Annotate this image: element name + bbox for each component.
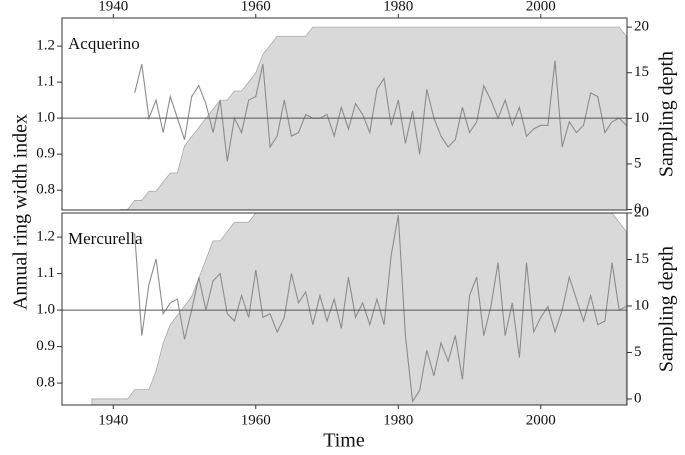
y-axis-label: Annual ring width index	[10, 114, 32, 310]
y-tick-label: 0.8	[36, 375, 55, 391]
x-tick-label: 1980	[383, 0, 413, 14]
y-tick-label: 1.1	[36, 265, 55, 281]
y-tick-label: 1.2	[36, 229, 55, 245]
y2-tick-label: 15	[634, 64, 649, 80]
x-tick-label: 1940	[98, 412, 128, 428]
plot-frame	[61, 17, 628, 211]
y2-tick-label: 10	[634, 297, 649, 313]
y2-tick-label: 5	[634, 155, 642, 171]
ring-width-line	[134, 215, 627, 403]
y2-axis-label: Sampling depth	[656, 51, 678, 177]
x-tick-label: 2000	[526, 0, 556, 14]
y2-axis-label: Sampling depth	[656, 246, 678, 372]
y-tick-label: 1.2	[36, 38, 55, 54]
x-tick-label: 2000	[526, 412, 556, 428]
y2-tick-label: 0	[634, 390, 642, 406]
y2-tick-label: 15	[634, 251, 649, 267]
y-tick-label: 0.9	[36, 146, 55, 162]
y2-tick-label: 5	[634, 344, 642, 360]
panel-title: Mercurella	[68, 229, 143, 248]
ring-width-line	[134, 60, 627, 162]
x-tick-label: 1940	[98, 0, 128, 14]
y-tick-label: 0.9	[36, 338, 55, 354]
y-tick-label: 0.8	[36, 182, 55, 198]
x-axis-label: Time	[323, 430, 365, 452]
y2-tick-label: 20	[634, 19, 649, 35]
x-tick-label: 1960	[241, 0, 271, 14]
panel-title: Acquerino	[68, 34, 140, 53]
y2-tick-label: 0	[634, 201, 642, 217]
y-tick-label: 1.1	[36, 74, 55, 90]
y-tick-label: 1.0	[36, 110, 55, 126]
x-tick-label: 1980	[383, 412, 413, 428]
plot-frame	[61, 212, 628, 406]
x-tick-label: 1960	[241, 412, 271, 428]
y2-tick-label: 10	[634, 110, 649, 126]
y2-tick-label: 20	[634, 204, 649, 220]
y-tick-label: 1.0	[36, 302, 55, 318]
